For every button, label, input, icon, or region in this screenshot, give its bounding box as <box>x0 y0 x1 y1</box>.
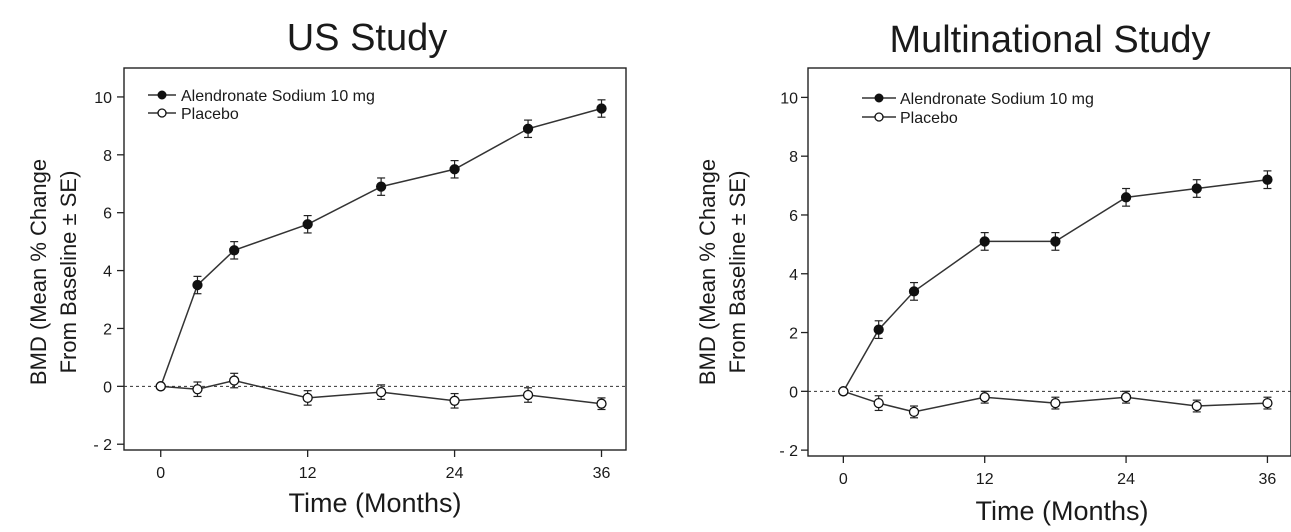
series-line-alendronate <box>160 107 602 387</box>
data-point-placebo <box>979 392 990 403</box>
y-tick-label: 10 <box>94 90 112 107</box>
chart-us-study: US Study BMD (Mean % Change From Baselin… <box>26 17 627 518</box>
legend: Alendronate Sodium 10 mg Placebo <box>862 91 1094 127</box>
y-tick-label: 4 <box>103 264 112 281</box>
y-axis-label-line-1: BMD (Mean % Change <box>26 159 51 385</box>
data-point-alendronate <box>1262 174 1273 185</box>
y-tick-label: 6 <box>789 208 798 225</box>
data-point-placebo <box>155 381 166 392</box>
series-line-placebo <box>160 379 602 405</box>
chart-multinational-study: Multinational Study BMD (Mean % Change F… <box>695 19 1291 526</box>
legend-label-alendronate: Alendronate Sodium 10 mg <box>181 88 375 105</box>
plot-frame <box>807 67 1291 457</box>
y-tick-label: 8 <box>789 149 798 166</box>
chart-marks <box>155 99 607 411</box>
data-point-placebo <box>1262 397 1273 409</box>
legend-marker-placebo <box>874 112 884 122</box>
x-tick-label: 12 <box>976 471 994 488</box>
data-point-alendronate <box>192 279 203 291</box>
legend-marker-alendronate <box>157 90 167 100</box>
data-point-alendronate <box>979 236 990 247</box>
x-tick-label: 24 <box>1117 471 1135 488</box>
y-tick-label: - 2 <box>93 437 112 454</box>
legend-label-alendronate: Alendronate Sodium 10 mg <box>900 91 1094 108</box>
x-tick-label: 36 <box>1259 471 1277 488</box>
y-tick-label: 0 <box>103 379 112 396</box>
x-tick-label: 24 <box>446 465 464 482</box>
series-line-placebo <box>843 390 1268 413</box>
data-point-alendronate <box>375 181 387 192</box>
legend-label-placebo: Placebo <box>181 106 239 123</box>
x-tick-label: 12 <box>299 465 317 482</box>
x-tick-label: 36 <box>593 465 611 482</box>
data-point-placebo <box>838 386 849 397</box>
data-point-placebo <box>1191 400 1202 412</box>
y-axis-ticks: - 2 0 2 4 6 8 10 <box>779 90 808 460</box>
y-axis-label-line-2: From Baseline ± SE) <box>56 171 81 374</box>
legend-marker-alendronate <box>874 93 884 103</box>
chart-marks <box>838 170 1273 419</box>
data-point-placebo <box>522 389 534 401</box>
legend: Alendronate Sodium 10 mg Placebo <box>148 88 375 123</box>
data-point-placebo <box>229 375 240 386</box>
data-point-alendronate <box>596 103 607 114</box>
legend-marker-placebo <box>157 108 167 118</box>
data-point-alendronate <box>302 219 313 230</box>
data-point-placebo <box>1120 392 1132 403</box>
y-axis-label-line-1: BMD (Mean % Change <box>695 159 720 385</box>
chart-title: Multinational Study <box>889 19 1210 61</box>
x-tick-label: 0 <box>156 465 165 482</box>
data-point-placebo <box>908 406 920 418</box>
data-point-placebo <box>375 386 387 398</box>
data-point-placebo <box>302 392 313 404</box>
plot-frame <box>123 67 627 451</box>
data-point-placebo <box>449 395 460 406</box>
legend-label-placebo: Placebo <box>900 110 958 127</box>
data-point-alendronate <box>522 123 534 134</box>
x-axis-ticks: 0 12 24 36 <box>156 450 611 482</box>
x-axis-label: Time (Months) <box>288 488 461 518</box>
y-tick-label: 2 <box>789 326 798 343</box>
y-axis-label-line-2: From Baseline ± SE) <box>725 171 750 374</box>
y-tick-label: - 2 <box>779 443 798 460</box>
data-point-alendronate <box>449 164 460 175</box>
x-tick-label: 0 <box>839 471 848 488</box>
data-point-alendronate <box>1191 183 1202 194</box>
chart-title: US Study <box>287 17 448 59</box>
y-tick-label: 4 <box>789 267 798 284</box>
data-point-placebo <box>596 398 607 409</box>
data-point-alendronate <box>1120 192 1132 203</box>
x-axis-ticks: 0 12 24 36 <box>839 456 1277 488</box>
y-tick-label: 8 <box>103 148 112 165</box>
x-axis-label: Time (Months) <box>975 496 1148 526</box>
y-tick-label: 0 <box>789 384 798 401</box>
data-point-alendronate <box>1050 236 1061 247</box>
data-point-alendronate <box>908 286 920 297</box>
data-point-placebo <box>1050 397 1061 409</box>
data-point-alendronate <box>229 245 240 256</box>
y-tick-label: 6 <box>103 206 112 223</box>
data-point-placebo <box>192 384 203 395</box>
y-tick-label: 2 <box>103 321 112 338</box>
series-line-alendronate <box>842 178 1268 392</box>
data-point-alendronate <box>873 324 884 335</box>
data-point-placebo <box>873 397 884 409</box>
y-axis-ticks: - 2 0 2 4 6 8 10 <box>93 90 124 454</box>
y-tick-label: 10 <box>780 90 798 107</box>
